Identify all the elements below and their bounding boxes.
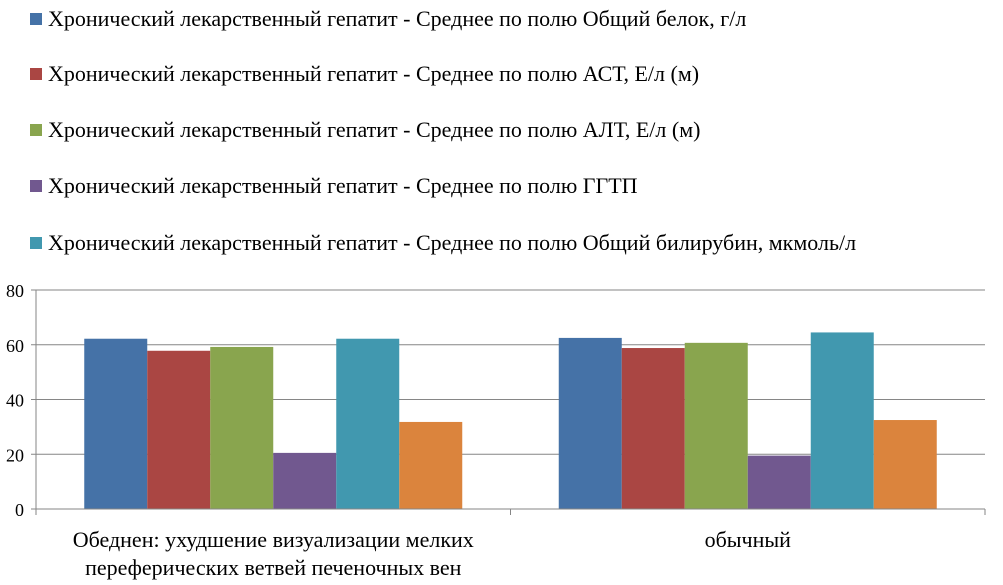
legend-swatch (30, 237, 42, 249)
y-tick-label: 80 (6, 281, 24, 301)
bar (273, 452, 337, 509)
bar (210, 346, 274, 509)
legend-item: Хронический лекарственный гепатит - Сред… (30, 228, 856, 258)
bar (558, 337, 622, 509)
legend-label: Хронический лекарственный гепатит - Сред… (48, 173, 638, 198)
legend-label: Хронический лекарственный гепатит - Сред… (48, 117, 701, 142)
legend-item: Хронический лекарственный гепатит - Сред… (30, 59, 699, 89)
y-tick-label: 20 (6, 445, 24, 465)
bar (399, 421, 463, 509)
bar (810, 332, 874, 509)
bars (84, 332, 937, 509)
x-tick-label: обычный (705, 527, 792, 552)
legend-swatch (30, 13, 42, 25)
x-tick-label: Обеднен: ухудшение визуализации мелких пе… (73, 527, 474, 580)
legend-item: Хронический лекарственный гепатит - Сред… (30, 4, 746, 34)
legend-swatch (30, 68, 42, 80)
bar (147, 350, 211, 509)
legend-label: Хронический лекарственный гепатит - Сред… (48, 6, 747, 31)
legend-label: Хронический лекарственный гепатит - Сред… (48, 61, 700, 86)
bar (621, 348, 685, 509)
y-tick-labels: 0 20 40 60 80 (6, 281, 24, 520)
legend-label: Хронический лекарственный гепатит - Сред… (48, 230, 857, 255)
legend-item: Хронический лекарственный гепатит - Сред… (30, 115, 700, 145)
y-tick-label: 60 (6, 336, 24, 356)
legend-swatch (30, 124, 42, 136)
y-tick-label: 0 (15, 500, 24, 520)
bar (873, 420, 937, 509)
axis-ticks (31, 289, 986, 515)
bar (84, 338, 148, 509)
bar (747, 455, 811, 509)
legend-item: Хронический лекарственный гепатит - Сред… (30, 171, 638, 201)
bar (336, 338, 400, 509)
y-tick-label: 40 (6, 391, 24, 411)
x-tick-labels: Обеднен: ухудшение визуализации мелких пе… (73, 527, 791, 580)
legend-swatch (30, 180, 42, 192)
bar (684, 342, 748, 509)
